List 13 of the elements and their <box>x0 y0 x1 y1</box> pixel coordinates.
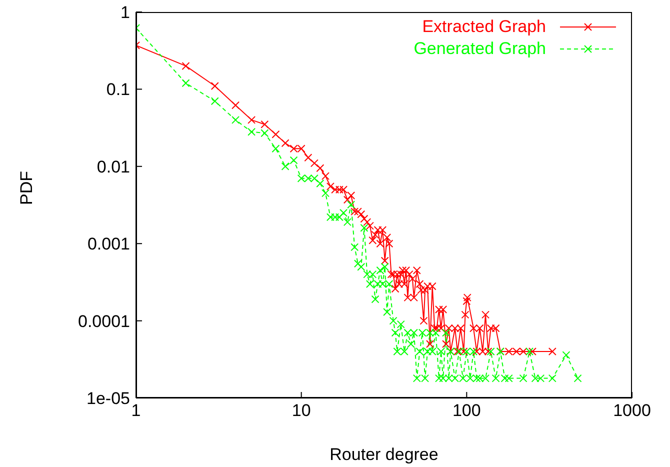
y-tick-label: 1e-05 <box>86 389 130 408</box>
y-tick-label: 0.1 <box>106 80 130 100</box>
x-tick-label: 100 <box>452 401 481 420</box>
y-tick-label: 1 <box>120 3 130 22</box>
y-axis-title: PDF <box>17 171 36 205</box>
legend-label: Extracted Graph <box>422 16 546 38</box>
x-tick-label: 10 <box>292 401 311 420</box>
y-tick-label: 0.001 <box>87 234 130 254</box>
y-tick-label: 0.0001 <box>78 312 130 331</box>
x-axis-title: Router degree <box>330 445 438 464</box>
legend-label: Generated Graph <box>414 38 546 60</box>
y-tick-label: 0.01 <box>96 157 130 176</box>
x-tick-label: 1000 <box>613 401 651 420</box>
